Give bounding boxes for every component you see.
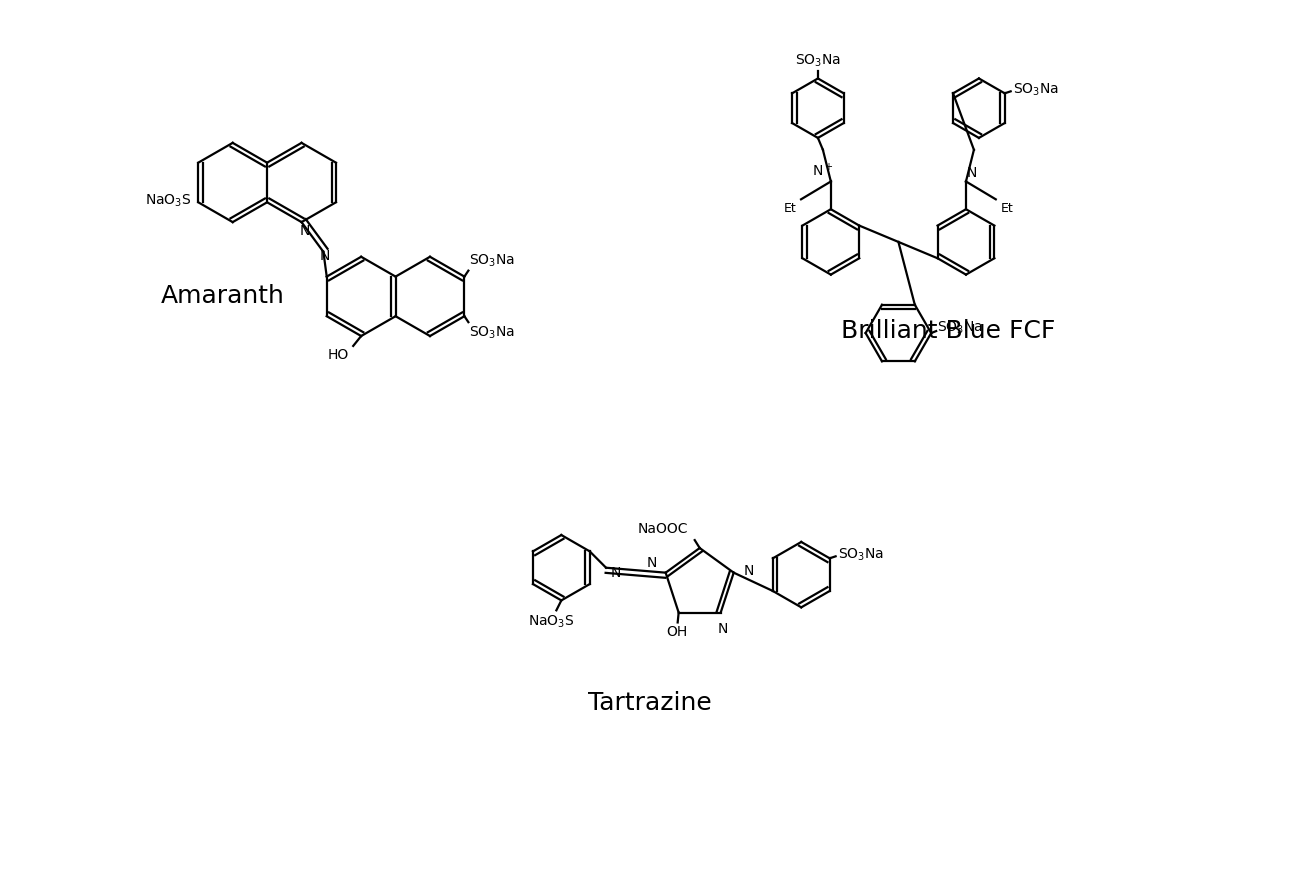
Text: N: N — [743, 563, 754, 578]
Text: Brilliant Blue FCF: Brilliant Blue FCF — [841, 320, 1056, 343]
Text: SO$_3$Na: SO$_3$Na — [794, 53, 841, 69]
Text: N$^+$: N$^+$ — [812, 162, 833, 180]
Text: N: N — [647, 555, 658, 570]
Text: N: N — [967, 166, 976, 180]
Text: N: N — [299, 223, 310, 238]
Text: NaO$_3$S: NaO$_3$S — [529, 613, 574, 630]
Text: SO$_3$Na: SO$_3$Na — [1013, 81, 1059, 98]
Text: Amaranth: Amaranth — [161, 285, 285, 309]
Text: SO$_3$Na: SO$_3$Na — [937, 320, 983, 336]
Text: Tartrazine: Tartrazine — [589, 691, 712, 715]
Text: OH: OH — [667, 626, 687, 639]
Text: N: N — [717, 622, 728, 636]
Text: Et: Et — [1001, 202, 1013, 215]
Text: NaOOC: NaOOC — [637, 522, 687, 536]
Text: SO$_3$Na: SO$_3$Na — [837, 546, 884, 562]
Text: N: N — [319, 249, 329, 263]
Text: NaO$_3$S: NaO$_3$S — [145, 192, 191, 208]
Text: HO: HO — [328, 348, 349, 362]
Text: SO$_3$Na: SO$_3$Na — [470, 252, 516, 269]
Text: N: N — [611, 566, 621, 579]
Text: SO$_3$Na: SO$_3$Na — [470, 324, 516, 341]
Text: Et: Et — [784, 202, 796, 215]
